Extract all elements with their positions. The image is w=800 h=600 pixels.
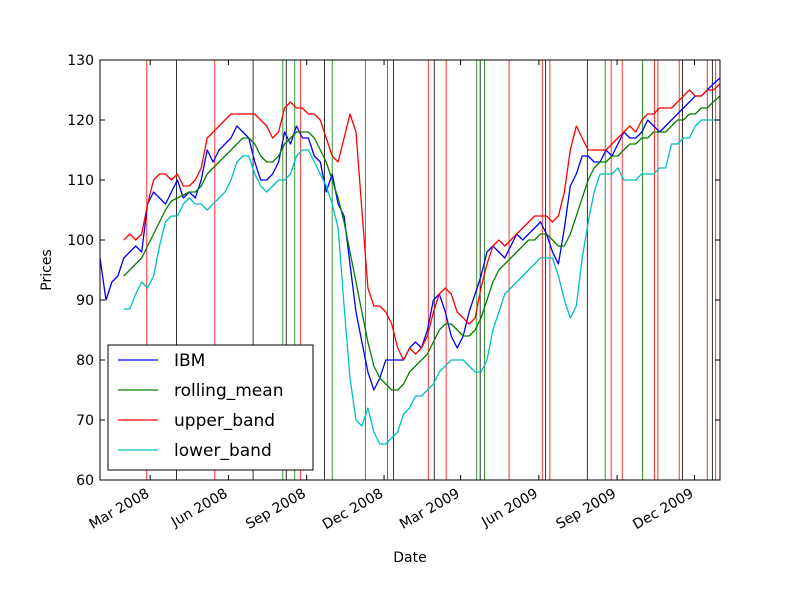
y-axis-label: Prices xyxy=(39,249,55,290)
legend-box xyxy=(107,344,314,471)
y-tick-label-0: 60 xyxy=(76,473,94,489)
legend: IBM rolling_mean upper_band lower_band xyxy=(107,344,314,471)
y-axis: 60 70 80 90 100 110 120 130 xyxy=(67,53,720,489)
legend-label-rolling-mean: rolling_mean xyxy=(174,381,283,401)
legend-label-IBM: IBM xyxy=(174,351,205,371)
legend-label-upper-band: upper_band xyxy=(174,411,275,431)
series-line-lower-band xyxy=(123,119,720,445)
plot-frame xyxy=(99,59,721,481)
legend-label-lower-band: lower_band xyxy=(174,441,272,461)
y-tick-label-4: 100 xyxy=(67,233,94,249)
y-tick-label-3: 90 xyxy=(76,293,94,309)
y-tick-label-2: 80 xyxy=(76,353,94,369)
y-tick-label-5: 110 xyxy=(67,173,94,189)
series-lines xyxy=(100,77,720,445)
series-line-rolling-mean xyxy=(123,95,720,391)
x-axis-label: Date xyxy=(393,550,426,566)
series-line-upper-band xyxy=(123,83,720,361)
y-tick-label-6: 120 xyxy=(67,113,94,129)
y-tick-label-7: 130 xyxy=(67,53,94,69)
y-tick-label-1: 70 xyxy=(76,413,94,429)
